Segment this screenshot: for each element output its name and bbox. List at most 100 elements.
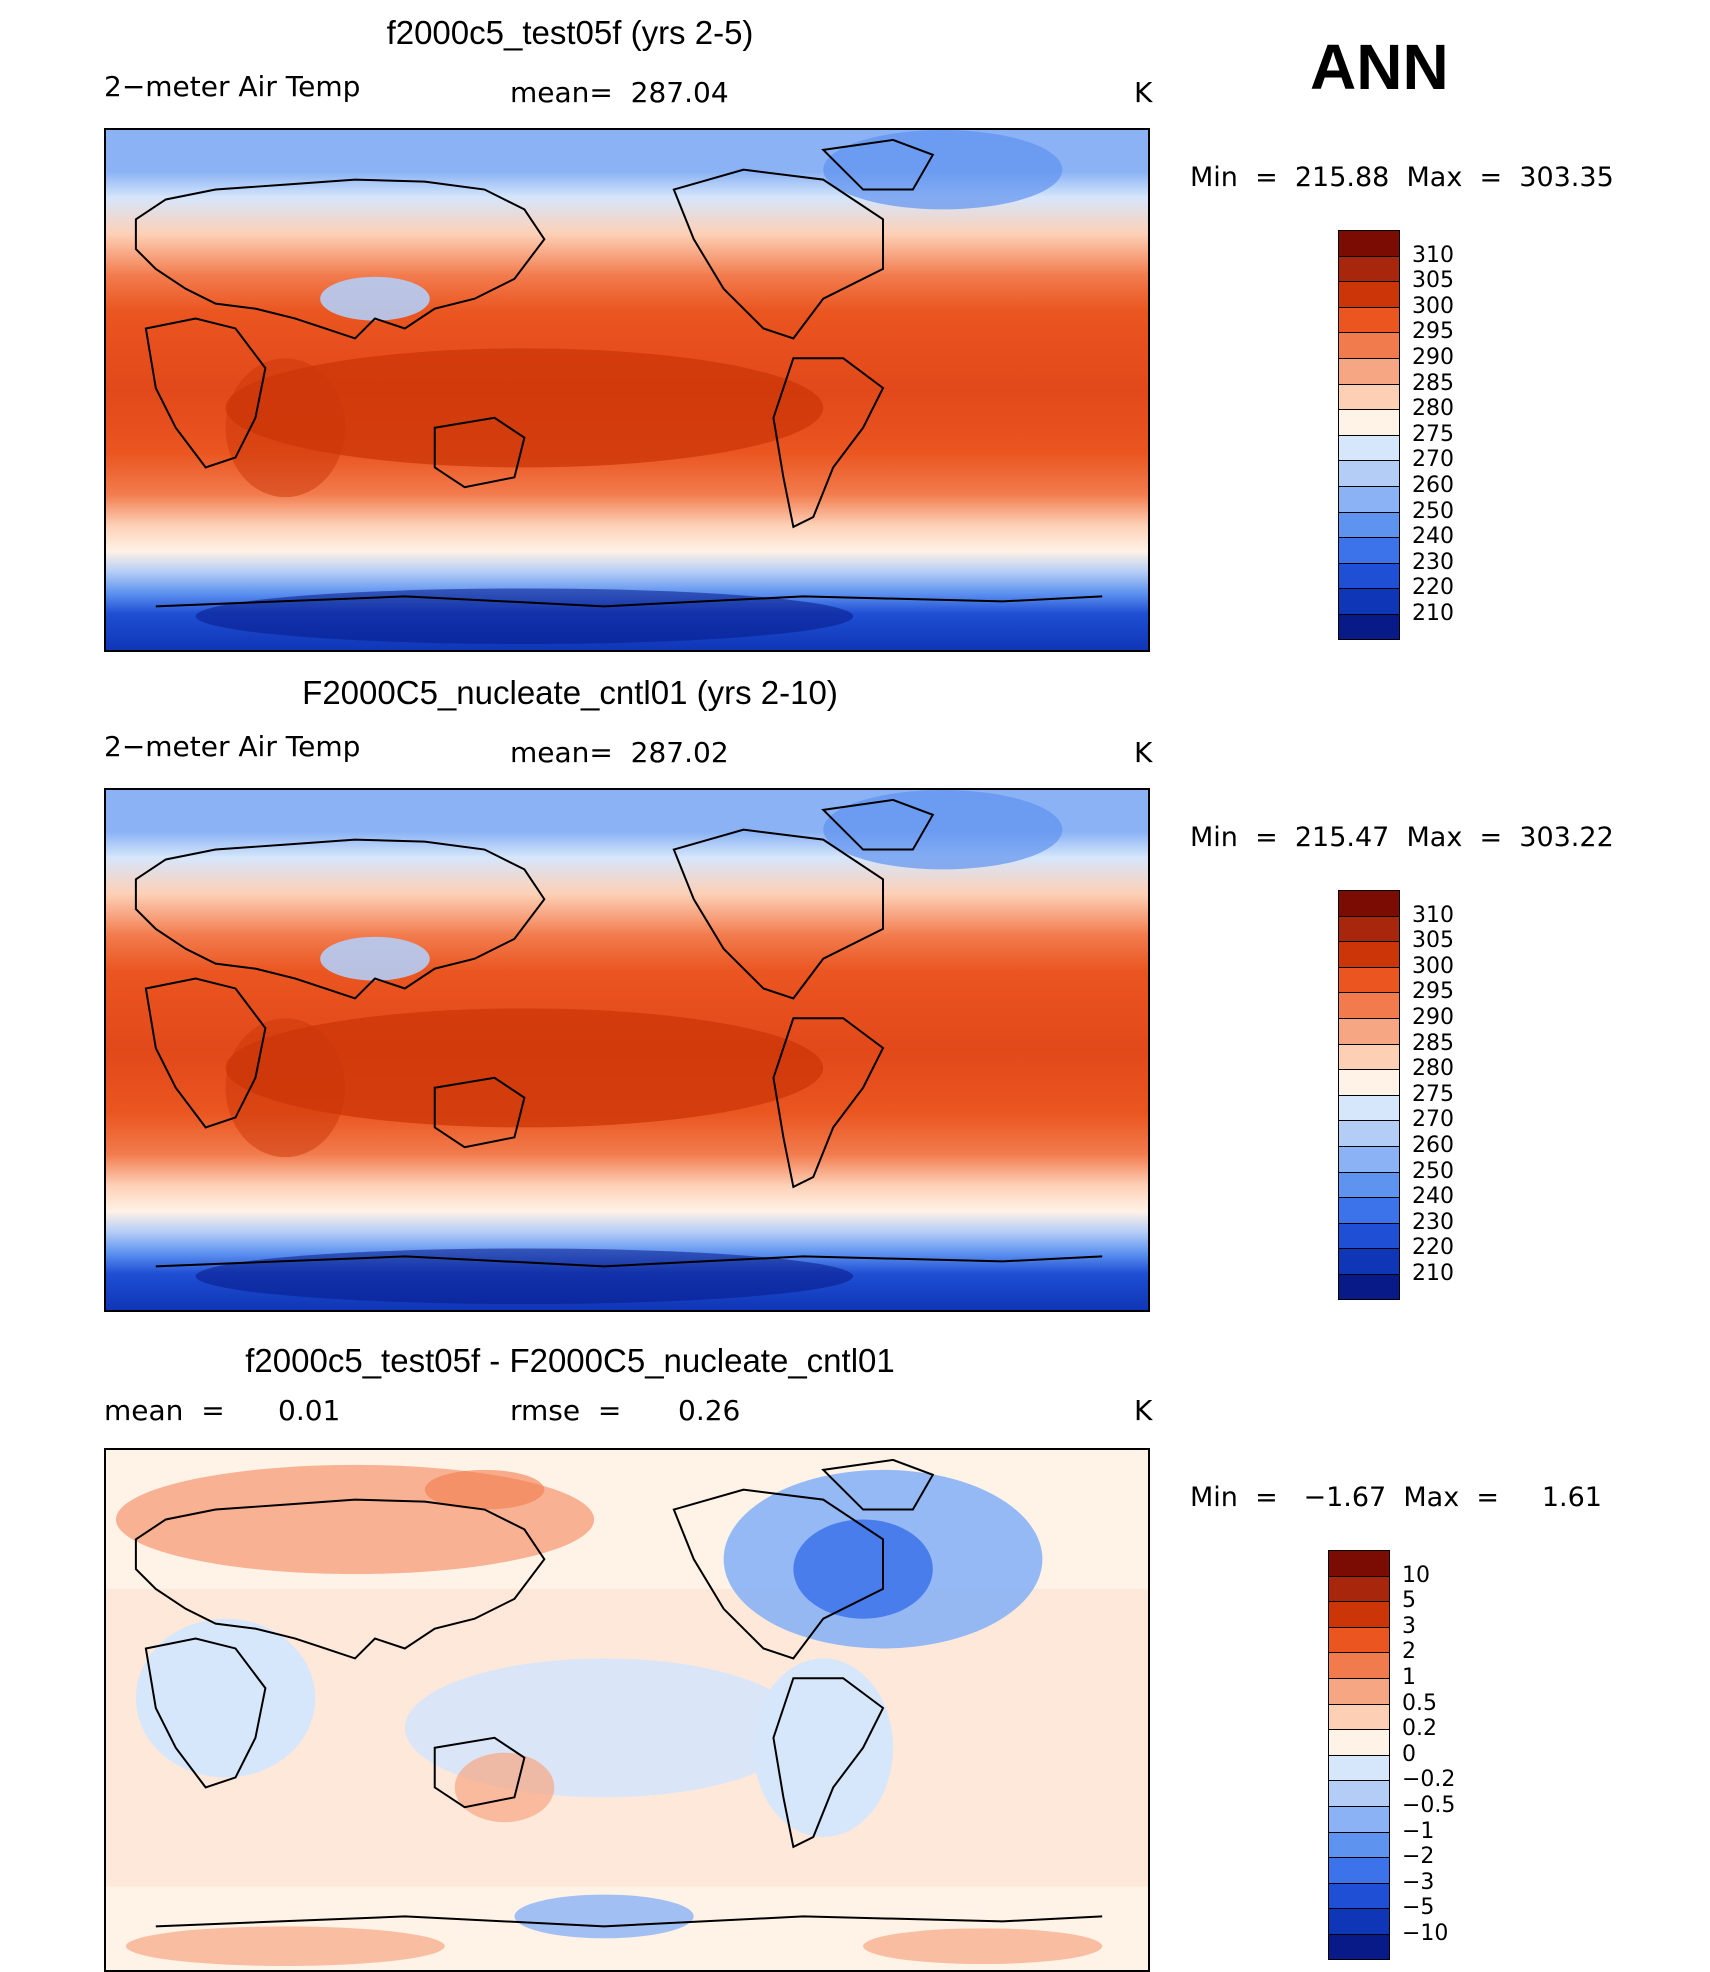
colorbar-swatch xyxy=(1328,1703,1390,1730)
colorbar-label: 285 xyxy=(1412,1030,1454,1056)
colorbar-label: 0 xyxy=(1402,1741,1416,1767)
panel-1-variable-label: 2−meter Air Temp xyxy=(104,70,361,103)
colorbar-label: 275 xyxy=(1412,1081,1454,1107)
colorbar-label: −3 xyxy=(1402,1869,1435,1895)
panel-2-map xyxy=(104,788,1150,1312)
colorbar-label: 220 xyxy=(1412,1235,1454,1261)
colorbar-label: 210 xyxy=(1412,601,1454,626)
colorbar-label: 310 xyxy=(1412,902,1454,928)
colorbar-label: 270 xyxy=(1412,447,1454,473)
colorbar-swatch xyxy=(1338,1274,1400,1300)
colorbar-label: 230 xyxy=(1412,1209,1454,1235)
colorbar-label: 240 xyxy=(1412,524,1454,550)
colorbar-swatch xyxy=(1338,562,1400,589)
colorbar-swatch xyxy=(1338,1146,1400,1172)
colorbar-label: 270 xyxy=(1412,1107,1454,1133)
colorbar-swatch xyxy=(1338,306,1400,333)
colorbar-label: −5 xyxy=(1402,1895,1435,1921)
colorbar-swatch xyxy=(1338,281,1400,307)
colorbar-swatch xyxy=(1328,1601,1390,1627)
colorbar-swatch xyxy=(1338,614,1400,640)
colorbar-swatch xyxy=(1338,588,1400,614)
colorbar-label: 0.2 xyxy=(1402,1716,1437,1742)
colorbar-label: 210 xyxy=(1412,1261,1454,1286)
colorbar-swatch xyxy=(1338,537,1400,563)
panel-3-units: K xyxy=(1134,1394,1153,1427)
colorbar-label: 240 xyxy=(1412,1184,1454,1210)
colorbar-label: 10 xyxy=(1402,1562,1430,1588)
colorbar-swatch xyxy=(1338,941,1400,967)
colorbar-swatch xyxy=(1328,1754,1390,1781)
colorbar-swatch xyxy=(1328,1652,1390,1678)
colorbar-swatch xyxy=(1338,992,1400,1018)
colorbar-swatch xyxy=(1338,1069,1400,1095)
colorbar-swatch xyxy=(1338,486,1400,512)
colorbar-label: 305 xyxy=(1412,928,1454,954)
panel-3-rmse-value: 0.26 xyxy=(678,1394,741,1427)
colorbar-swatch xyxy=(1338,1171,1400,1198)
colorbar-label: 300 xyxy=(1412,953,1454,979)
colorbar-label: 5 xyxy=(1402,1588,1416,1614)
colorbar-label: 250 xyxy=(1412,1158,1454,1184)
season-label: ANN xyxy=(1310,31,1449,103)
colorbar-swatch xyxy=(1338,1094,1400,1121)
colorbar-swatch xyxy=(1338,1248,1400,1274)
colorbar-label: 295 xyxy=(1412,319,1454,345)
colorbar-label: 3 xyxy=(1402,1613,1416,1639)
panel-2-variable-label: 2−meter Air Temp xyxy=(104,730,361,763)
colorbar-label: −0.5 xyxy=(1402,1793,1456,1818)
panel-2-min-max: Min = 215.47 Max = 303.22 xyxy=(1190,822,1614,853)
panel-1-min-max: Min = 215.88 Max = 303.35 xyxy=(1190,162,1614,193)
colorbar-swatch xyxy=(1328,1626,1390,1653)
colorbar-swatch xyxy=(1328,1678,1390,1704)
colorbar-swatch xyxy=(1338,434,1400,461)
colorbar-swatch xyxy=(1328,1780,1390,1806)
colorbar-swatch xyxy=(1338,890,1400,916)
colorbar-swatch xyxy=(1328,1806,1390,1832)
colorbar-label: −0.2 xyxy=(1402,1767,1456,1793)
panel-3-title: f2000c5_test05f - F2000C5_nucleate_cntl0… xyxy=(245,1342,895,1379)
colorbar-swatch xyxy=(1328,1575,1390,1602)
colorbar-swatch xyxy=(1338,1043,1400,1070)
panel-3-min-max: Min = −1.67 Max = 1.61 xyxy=(1190,1482,1602,1513)
colorbar-swatch xyxy=(1338,1120,1400,1146)
colorbar-label: 0.5 xyxy=(1402,1690,1437,1716)
colorbar-label: 280 xyxy=(1412,396,1454,422)
colorbar-swatch xyxy=(1338,915,1400,942)
panel-2-title: F2000C5_nucleate_cntl01 (yrs 2-10) xyxy=(302,674,838,711)
colorbar-swatch xyxy=(1338,358,1400,384)
colorbar-label: 290 xyxy=(1412,1005,1454,1030)
colorbar-label: 260 xyxy=(1412,1133,1454,1158)
colorbar-label: 280 xyxy=(1412,1056,1454,1082)
colorbar-label: −10 xyxy=(1402,1921,1449,1946)
colorbar-label: 250 xyxy=(1412,498,1454,524)
colorbar-label: 285 xyxy=(1412,370,1454,396)
colorbar-label: 310 xyxy=(1412,242,1454,268)
colorbar-swatch xyxy=(1338,511,1400,538)
colorbar-label: −1 xyxy=(1402,1818,1435,1844)
panel-3-mean-value: 0.01 xyxy=(278,1394,341,1427)
colorbar-label: 305 xyxy=(1412,268,1454,294)
colorbar-label: 220 xyxy=(1412,575,1454,601)
colorbar-swatch xyxy=(1338,383,1400,410)
panel-3-mean-label: mean = xyxy=(104,1394,225,1427)
colorbar-swatch xyxy=(1328,1831,1390,1858)
colorbar-label: 275 xyxy=(1412,421,1454,447)
colorbar-swatch xyxy=(1338,1222,1400,1249)
panel-3-rmse-label: rmse = xyxy=(510,1394,622,1427)
panel-1-title: f2000c5_test05f (yrs 2-5) xyxy=(386,14,754,51)
panel-1-units: K xyxy=(1134,76,1153,109)
colorbar-swatch xyxy=(1328,1729,1390,1755)
colorbar-swatch xyxy=(1338,1018,1400,1044)
colorbar-label: 295 xyxy=(1412,979,1454,1005)
panel-3-map xyxy=(104,1448,1150,1972)
colorbar-label: 1 xyxy=(1402,1665,1416,1690)
colorbar-label: 260 xyxy=(1412,473,1454,498)
colorbar-swatch xyxy=(1328,1908,1390,1934)
colorbar-label: 230 xyxy=(1412,549,1454,575)
colorbar-swatch xyxy=(1328,1550,1390,1576)
colorbar-swatch xyxy=(1338,332,1400,358)
colorbar-swatch xyxy=(1338,230,1400,256)
colorbar-swatch xyxy=(1328,1857,1390,1883)
colorbar-swatch xyxy=(1328,1934,1390,1960)
